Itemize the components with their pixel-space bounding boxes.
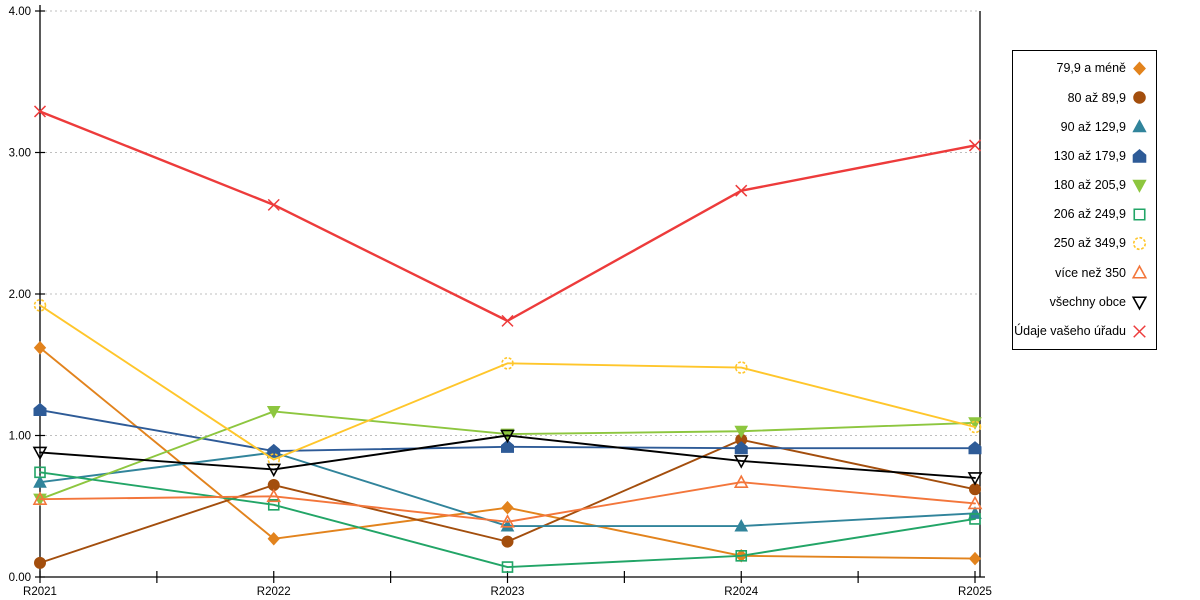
legend-item: 80 až 89,9 [1013,83,1156,112]
y-tick-label: 1.00 [9,431,31,443]
legend-item-label: 180 až 205,9 [1053,178,1126,193]
data-point [267,532,280,546]
data-point [32,491,48,505]
x-tick-label: R2024 [724,586,758,598]
data-point [735,549,748,562]
series-line-8 [39,481,976,523]
legend-item-label: 79,9 a méně [1056,61,1127,76]
y-tick-label: 3.00 [9,148,31,160]
data-point [501,535,514,548]
data-point [266,463,282,478]
data-point [500,514,515,528]
legend-item-label: více než 350 [1055,265,1126,280]
legend-item-label: 130 až 179,9 [1053,148,1126,163]
data-point [32,446,48,461]
legend-item: Údaje vašeho úřadu [1013,317,1156,346]
data-point [501,357,514,370]
x-tick-label: R2022 [257,586,291,598]
legend-item-label: všechny obce [1049,294,1126,309]
data-point [501,561,514,573]
legend-item-label: 90 až 129,9 [1060,119,1126,134]
legend-marker-icon [1133,91,1146,105]
legend-item-label: 80 až 89,9 [1067,90,1126,105]
legend-item: 130 až 179,9 [1013,142,1156,171]
y-tick-label: 4.00 [9,6,31,18]
x-tick-label: R2025 [958,586,992,598]
data-point [33,299,47,312]
data-point [33,341,47,355]
data-point [266,488,282,503]
chart-legend: 79,9 a méně 80 až 89,9 90 až 129,9 130 až 1… [1012,50,1157,350]
data-point [266,405,281,419]
data-point [267,443,281,458]
data-point [734,425,749,439]
data-point [501,439,514,453]
data-point [735,184,748,197]
data-point [967,495,983,510]
data-point [734,441,748,455]
series-line-10 [38,110,977,323]
legend-item-label: 250 až 349,9 [1053,236,1126,251]
data-point [500,429,515,444]
series-line-6 [39,471,976,569]
data-point [733,455,749,469]
x-tick-label: R2021 [23,586,57,598]
data-point [267,198,280,211]
data-point [968,441,982,455]
data-point [967,472,983,486]
data-point [33,475,47,488]
legend-marker-icon [1132,237,1147,251]
data-point [267,499,280,511]
series-line-9 [39,434,976,479]
legend-item: všechny obce [1013,288,1156,317]
legend-marker-icon [1131,296,1148,311]
data-point [501,314,514,327]
legend-item-label: 206 až 249,9 [1053,207,1126,222]
data-point [734,361,748,374]
legend-marker-icon [1133,61,1146,76]
data-point [968,420,982,434]
legend-item: 79,9 a méně [1013,54,1156,83]
legend-item: 90 až 129,9 [1013,112,1156,141]
data-point [501,500,514,515]
legend-marker-icon [1133,324,1146,338]
legend-marker-icon [1132,148,1147,163]
data-point [33,105,47,118]
data-point [500,519,515,532]
series-line-5 [39,410,976,501]
legend-marker-icon [1131,264,1148,279]
data-point [733,474,749,488]
legend-item: více než 350 [1013,258,1156,287]
x-tick-label: R2023 [491,586,525,598]
y-tick-label: 2.00 [9,289,31,301]
data-point [34,556,46,569]
legend-item: 250 až 349,9 [1013,229,1156,258]
data-point [267,453,281,466]
data-point [968,551,982,566]
data-point [968,139,982,152]
legend-marker-icon [1132,119,1147,133]
legend-marker-icon [1132,179,1147,193]
legend-item: 180 až 205,9 [1013,171,1156,200]
y-tick-label: 0.00 [9,572,31,584]
legend-marker-icon [1133,208,1146,221]
data-point [33,402,47,417]
data-point [969,513,981,525]
legend-item: 206 až 249,9 [1013,200,1156,229]
data-point [734,519,749,532]
legend-item-label: Údaje vašeho úřadu [1014,324,1126,339]
data-point [34,466,46,479]
series-line-7 [39,304,976,461]
